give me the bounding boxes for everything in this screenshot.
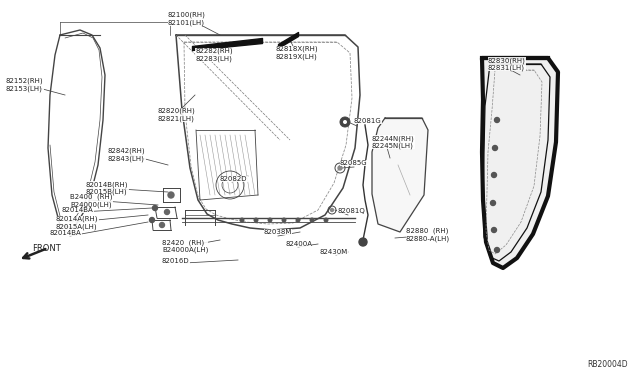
Circle shape	[164, 209, 170, 215]
Polygon shape	[482, 58, 558, 268]
Text: 82014BA: 82014BA	[62, 207, 93, 213]
Circle shape	[282, 218, 286, 222]
Circle shape	[359, 238, 367, 246]
Text: 82016D: 82016D	[162, 258, 189, 264]
Text: 82400A: 82400A	[285, 241, 312, 247]
Text: 82014BA: 82014BA	[50, 230, 82, 236]
Circle shape	[254, 218, 258, 222]
Text: 82244N(RH)
82245N(LH): 82244N(RH) 82245N(LH)	[372, 135, 415, 149]
Text: 82430M: 82430M	[320, 249, 348, 255]
Text: 82152(RH)
82153(LH): 82152(RH) 82153(LH)	[6, 78, 44, 92]
Text: 82818X(RH)
82819X(LH): 82818X(RH) 82819X(LH)	[276, 46, 319, 60]
Circle shape	[268, 218, 272, 222]
Text: 82014B(RH)
82015B(LH): 82014B(RH) 82015B(LH)	[86, 181, 129, 195]
Text: 82842(RH)
82843(LH): 82842(RH) 82843(LH)	[108, 148, 146, 162]
Circle shape	[490, 201, 495, 205]
Text: 82830(RH)
82831(LH): 82830(RH) 82831(LH)	[488, 57, 526, 71]
Circle shape	[495, 247, 499, 253]
Text: 82880  (RH)
82880-A(LH): 82880 (RH) 82880-A(LH)	[406, 228, 450, 242]
Text: FRONT: FRONT	[32, 244, 61, 253]
Circle shape	[493, 145, 497, 151]
Circle shape	[152, 205, 157, 211]
Text: 82082D: 82082D	[220, 176, 248, 182]
Circle shape	[324, 218, 328, 222]
Text: 82820(RH)
82821(LH): 82820(RH) 82821(LH)	[157, 108, 195, 122]
Circle shape	[343, 120, 347, 124]
Circle shape	[492, 228, 497, 232]
Text: 82038M: 82038M	[264, 229, 292, 235]
Text: 82420  (RH)
B24000A(LH): 82420 (RH) B24000A(LH)	[162, 239, 209, 253]
Text: RB20004D: RB20004D	[588, 360, 628, 369]
Circle shape	[159, 222, 164, 228]
Circle shape	[310, 218, 314, 222]
Text: 82014A(RH)
82015A(LH): 82014A(RH) 82015A(LH)	[56, 216, 99, 230]
Circle shape	[340, 117, 350, 127]
Polygon shape	[372, 118, 428, 232]
Circle shape	[150, 218, 154, 222]
Circle shape	[338, 166, 342, 170]
Circle shape	[240, 218, 244, 222]
Text: 82081G: 82081G	[354, 118, 381, 124]
Circle shape	[296, 218, 300, 222]
Text: 82081Q: 82081Q	[337, 208, 365, 214]
Text: B2400  (RH)
B24000(LH): B2400 (RH) B24000(LH)	[70, 194, 113, 208]
Text: 82100(RH)
82101(LH): 82100(RH) 82101(LH)	[168, 12, 206, 26]
Text: 82085G: 82085G	[340, 160, 367, 166]
Circle shape	[168, 192, 174, 198]
Circle shape	[492, 173, 497, 177]
Circle shape	[330, 208, 333, 212]
Circle shape	[495, 118, 499, 122]
Text: 82282(RH)
82283(LH): 82282(RH) 82283(LH)	[195, 48, 232, 62]
